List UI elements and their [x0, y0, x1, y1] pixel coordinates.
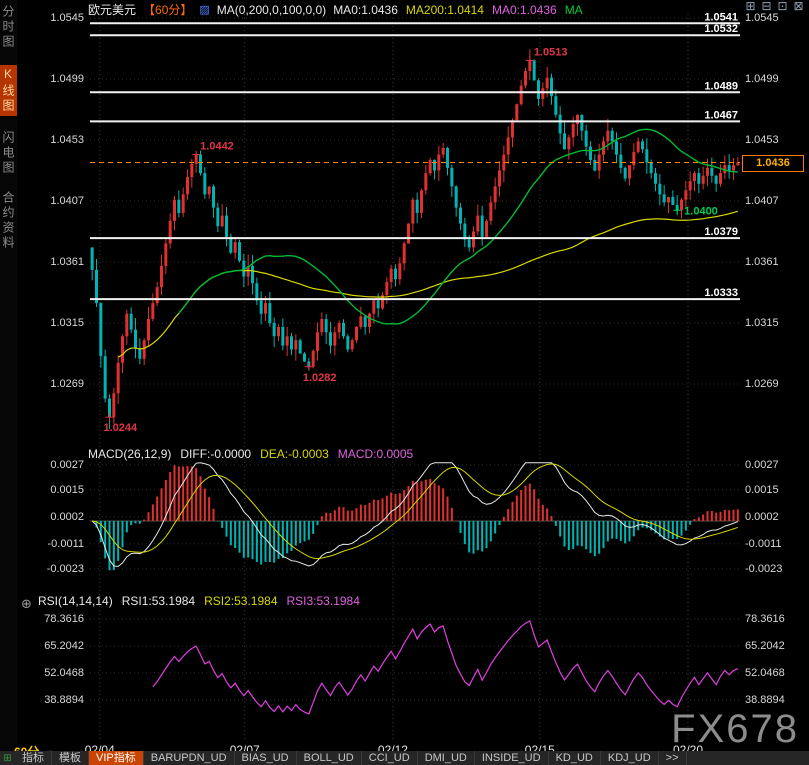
- main-chart-header: 欧元美元 【60分】 ▨ MA(0,200,0,100,0,0) MA0:1.0…: [88, 1, 591, 18]
- axis-label: 52.0468: [745, 666, 785, 679]
- crosshair-icon[interactable]: ⊕: [21, 596, 32, 611]
- sidebar-item-time-chart[interactable]: 分时图: [1, 5, 15, 50]
- svg-text:1.0400: 1.0400: [684, 205, 718, 217]
- sidebar-item-candle-chart[interactable]: K线图: [0, 65, 17, 116]
- toolbar-item-inside-ud[interactable]: INSIDE_UD: [475, 751, 549, 765]
- axis-label: 0.0015: [745, 483, 779, 496]
- axis-label: 0.0002: [50, 510, 84, 523]
- axis-label: 52.0468: [44, 666, 84, 679]
- axis-label: 1.0499: [50, 73, 84, 85]
- axis-label: 1.0361: [745, 256, 779, 268]
- svg-text:1.0467: 1.0467: [704, 109, 738, 121]
- ma-readout: MA200:1.0414: [405, 2, 484, 17]
- rsi-readout: RSI(14,14,14): [38, 594, 113, 608]
- macd-readout: MACD(26,12,9): [88, 447, 172, 461]
- toolbar-item-kd-ud[interactable]: KD_UD: [549, 751, 601, 765]
- axis-label: 1.0407: [745, 195, 779, 207]
- layout-grid-icon[interactable]: ⊞: [745, 0, 756, 13]
- svg-text:1.0513: 1.0513: [534, 46, 568, 58]
- axis-label: 38.8894: [745, 693, 785, 706]
- axis-label: 1.0269: [745, 378, 779, 390]
- axis-label: 0.0027: [745, 458, 779, 471]
- ma-readout: MA0:1.0436: [333, 2, 398, 17]
- symbol-title: 欧元美元: [88, 3, 137, 17]
- axis-label: 1.0315: [745, 317, 779, 329]
- toolbar-item-cci-ud[interactable]: CCI_UD: [362, 751, 418, 765]
- axis-label: 0.0002: [745, 510, 779, 523]
- svg-text:1.0282: 1.0282: [303, 372, 337, 384]
- ma-settings-label: MA(0,200,0,100,0,0): [216, 2, 327, 17]
- axis-label: 1.0499: [745, 73, 779, 85]
- axis-label: 1.0269: [50, 378, 84, 390]
- toolbar-item-barupdn-ud[interactable]: BARUPDN_UD: [144, 751, 235, 765]
- toolbar-item-indicators[interactable]: 指标: [15, 751, 52, 765]
- axis-label: 1.0545: [50, 12, 84, 24]
- left-sidebar: 分时图 K线图闪电图合约资料: [0, 0, 17, 765]
- bottom-toolbar: ⊞ 指标 模板 VIP指标 BARUPDN_UD BIAS_UD BOLL_UD CCI_UD…: [0, 751, 809, 765]
- toolbar-item-boll-ud[interactable]: BOLL_UD: [297, 751, 362, 765]
- macd-readout: MACD:0.0005: [337, 447, 414, 461]
- axis-label: -0.0011: [47, 537, 85, 550]
- axis-label: 1.0361: [50, 256, 84, 268]
- macd-readout: DIFF:-0.0000: [180, 447, 252, 461]
- toolbar-item-bias-ud[interactable]: BIAS_UD: [235, 751, 297, 765]
- axis-label: -0.0023: [745, 562, 783, 575]
- axis-label: -0.0023: [46, 562, 84, 575]
- toolbar-item-vip-indicators[interactable]: VIP指标: [89, 751, 144, 765]
- axis-label: 0.0015: [50, 483, 84, 496]
- svg-text:1.0244: 1.0244: [104, 422, 139, 434]
- ma-readouts: MA0:1.0436 MA200:1.0414 MA0:1.0436 MA: [333, 3, 591, 17]
- ma-readout: MA0:1.0436: [491, 2, 557, 17]
- close-icon[interactable]: ⊠: [793, 0, 804, 13]
- axis-label: -0.0011: [745, 537, 782, 550]
- axis-label: 65.2042: [745, 639, 785, 652]
- window-controls: ⊞ ⊟ ⊡ ⊠: [744, 0, 805, 13]
- current-price-value: 1.0436: [756, 157, 790, 169]
- interval-tag: 【60分】: [143, 3, 193, 17]
- axis-label: 0.0027: [50, 458, 84, 471]
- svg-text:1.0532: 1.0532: [704, 23, 738, 35]
- layout-grid-icon[interactable]: ⊞: [3, 752, 12, 764]
- layout-single-icon[interactable]: ⊡: [777, 0, 788, 13]
- layout-split-icon[interactable]: ⊟: [761, 0, 772, 13]
- svg-text:1.0442: 1.0442: [200, 141, 234, 153]
- axis-label: 1.0407: [50, 195, 84, 207]
- current-price-box: 1.0436: [742, 155, 804, 172]
- axis-label: 38.8894: [44, 693, 84, 706]
- axis-label: 78.3616: [745, 613, 785, 625]
- sidebar-item-tick-chart[interactable]: 闪电图: [1, 131, 15, 176]
- ma-settings-icon[interactable]: ▨: [199, 4, 210, 16]
- svg-text:1.0489: 1.0489: [704, 80, 738, 92]
- axis-label: 65.2042: [44, 639, 84, 652]
- toolbar-item-kdj-ud[interactable]: KDJ_UD: [601, 751, 659, 765]
- rsi-header: RSI(14,14,14) RSI1:53.1984 RSI2:53.1984 RSI…: [38, 594, 369, 608]
- axis-label: 1.0545: [745, 12, 779, 24]
- rsi-readout: RSI1:53.1984: [121, 594, 196, 608]
- macd-header: MACD(26,12,9) DIFF:-0.0000 DEA:-0.0003 MACD…: [88, 447, 422, 461]
- sidebar-item-contract-info[interactable]: 合约资料: [1, 191, 15, 251]
- axis-label: 78.3616: [44, 613, 84, 625]
- rsi-readout: RSI2:53.1984: [204, 594, 278, 608]
- macd-readout: DEA:-0.0003: [260, 447, 329, 461]
- axis-label: 1.0315: [50, 317, 84, 329]
- rsi-readout: RSI3:53.1984: [286, 594, 360, 608]
- svg-text:1.0333: 1.0333: [704, 287, 738, 299]
- ma-readout: MA: [564, 2, 583, 17]
- toolbar-more-button[interactable]: >>: [659, 751, 687, 765]
- toolbar-item-templates[interactable]: 模板: [52, 751, 89, 765]
- axis-label: 1.0453: [745, 134, 779, 146]
- watermark: FX678: [671, 707, 799, 751]
- svg-text:1.0541: 1.0541: [704, 11, 738, 23]
- toolbar-item-dmi-ud[interactable]: DMI_UD: [418, 751, 475, 765]
- svg-text:1.0379: 1.0379: [704, 226, 738, 238]
- axis-label: 1.0453: [50, 134, 84, 146]
